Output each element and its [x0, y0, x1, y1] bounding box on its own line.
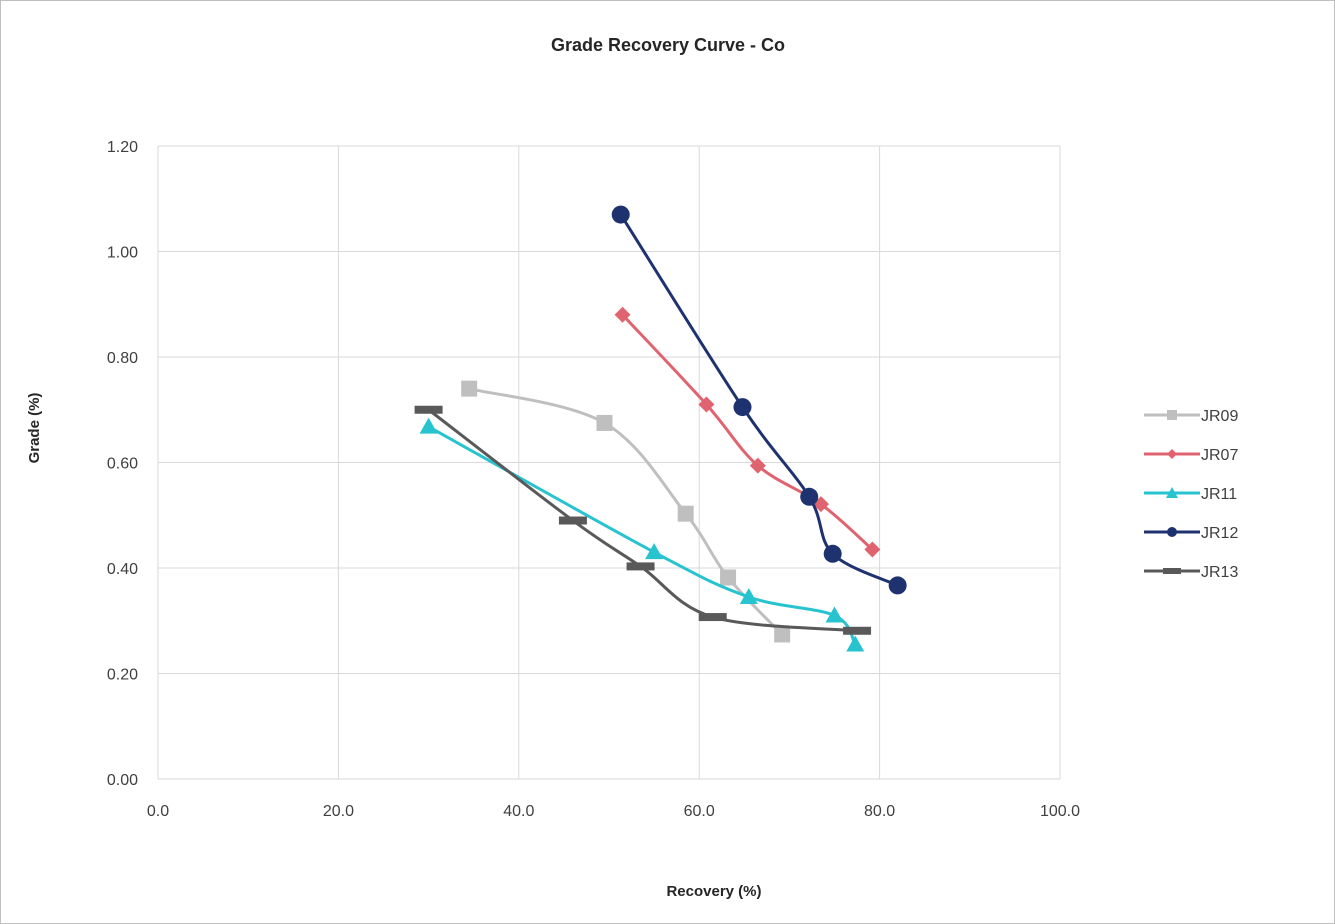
data-point-jr09	[677, 505, 694, 522]
series-jr07	[614, 306, 881, 558]
x-tick-label: 40.0	[503, 803, 534, 820]
data-point-jr11	[645, 543, 664, 560]
x-axis-title: Recovery (%)	[666, 883, 761, 900]
legend-label: JR07	[1201, 447, 1238, 464]
legend-item-jr11: JR11	[1144, 486, 1237, 503]
data-point-jr11	[739, 588, 758, 605]
y-axis-ticks: 0.00 0.20 0.40 0.60 0.80 1.00 1.20	[107, 139, 138, 789]
legend-item-jr09: JR09	[1144, 408, 1238, 425]
chart-title: Grade Recovery Curve - Co	[551, 35, 785, 55]
y-tick-label: 0.40	[107, 561, 138, 578]
legend-label: JR12	[1201, 525, 1238, 542]
legend-marker	[1167, 527, 1177, 537]
y-tick-label: 1.20	[107, 139, 138, 156]
x-tick-label: 60.0	[684, 803, 715, 820]
legend-label: JR11	[1201, 486, 1237, 503]
data-point-jr09	[461, 380, 478, 397]
legend-label: JR13	[1201, 564, 1238, 581]
series-line-jr07	[621, 313, 874, 552]
legend-marker	[1167, 410, 1177, 420]
data-point-jr09	[596, 414, 613, 431]
series-jr11	[419, 417, 865, 652]
data-point-jr07	[614, 306, 631, 323]
series-jr12	[611, 205, 907, 595]
y-tick-label: 0.20	[107, 667, 138, 684]
y-tick-label: 1.00	[107, 245, 138, 262]
data-point-jr12	[733, 398, 752, 417]
data-point-jr11	[846, 635, 865, 652]
data-point-jr07	[698, 396, 715, 413]
legend-item-jr12: JR12	[1144, 525, 1238, 542]
x-tick-label: 80.0	[864, 803, 895, 820]
data-point-jr12	[888, 576, 907, 595]
data-point-jr13	[698, 613, 727, 622]
legend: JR09 JR07 JR11 JR12 JR13	[1144, 408, 1238, 581]
x-tick-label: 20.0	[323, 803, 354, 820]
legend-marker	[1167, 449, 1177, 459]
data-point-jr13	[843, 626, 872, 635]
series-jr09	[461, 380, 791, 643]
data-point-jr13	[414, 405, 443, 414]
data-point-jr12	[823, 544, 842, 563]
data-point-jr07	[749, 457, 766, 474]
data-point-jr07	[864, 541, 881, 558]
y-axis-title: Grade (%)	[26, 393, 43, 464]
legend-item-jr13: JR13	[1144, 564, 1238, 581]
y-tick-label: 0.80	[107, 350, 138, 367]
data-point-jr12	[611, 205, 630, 224]
data-point-jr09	[720, 569, 737, 586]
data-point-jr09	[774, 626, 791, 643]
legend-item-jr07: JR07	[1144, 447, 1238, 464]
data-point-jr13	[626, 562, 655, 571]
data-point-jr11	[825, 606, 844, 623]
grid	[157, 145, 1061, 780]
data-point-jr13	[558, 516, 587, 525]
series-line-jr13	[427, 408, 859, 633]
legend-label: JR09	[1201, 408, 1238, 425]
x-axis-ticks: 0.0 20.0 40.0 60.0 80.0 100.0	[147, 803, 1080, 820]
x-tick-label: 0.0	[147, 803, 169, 820]
series-jr13	[414, 405, 872, 635]
plot-area	[414, 205, 907, 652]
legend-marker	[1163, 568, 1181, 574]
legend-marker	[1166, 487, 1178, 498]
series-line-jr09	[467, 387, 784, 636]
series-line-jr12	[619, 213, 900, 587]
y-tick-label: 0.00	[107, 772, 138, 789]
x-tick-label: 100.0	[1040, 803, 1080, 820]
y-tick-label: 0.60	[107, 456, 138, 473]
data-point-jr11	[419, 417, 438, 434]
data-point-jr12	[800, 487, 819, 506]
